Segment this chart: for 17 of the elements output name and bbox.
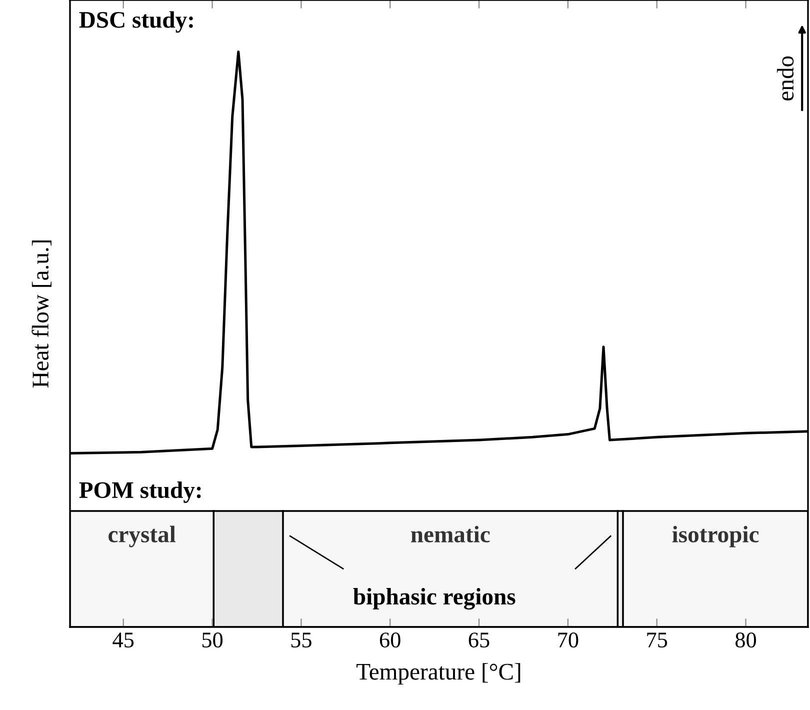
x-tick-label: 80 (735, 632, 756, 648)
y-axis-title: Heat flow [a.u.] (32, 240, 52, 388)
annotation: endo (776, 56, 794, 100)
x-tick-label: 50 (202, 632, 223, 648)
x-tick-label: 70 (558, 632, 578, 648)
band-label: crystal (108, 526, 176, 548)
band-label: isotropic (672, 526, 759, 548)
band-label: nematic (411, 526, 490, 542)
x-tick-label: 60 (380, 632, 400, 648)
x-tick-label: 75 (647, 632, 668, 648)
x-tick-label: 55 (291, 632, 312, 648)
text: DSC study: (79, 11, 193, 33)
x-tick-label: 45 (112, 632, 134, 648)
annotation: POM study: (79, 481, 201, 503)
x-axis-title: Temperature [°C] (356, 663, 520, 685)
x-tick-label: 65 (468, 632, 490, 648)
annotation: biphasic regions (353, 588, 516, 610)
